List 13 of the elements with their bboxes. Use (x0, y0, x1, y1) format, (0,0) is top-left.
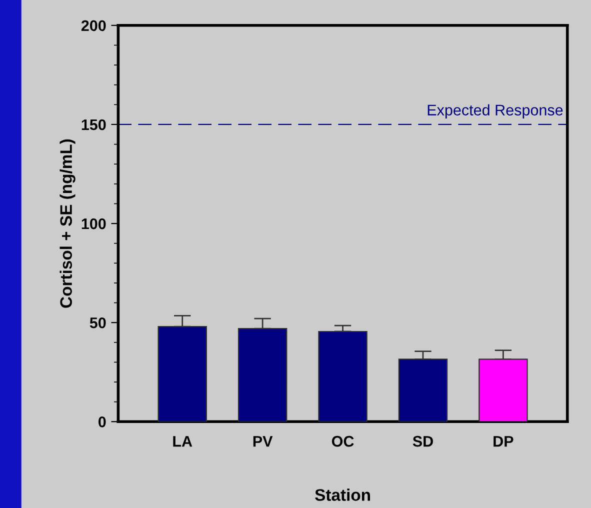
y-tick-label: 150 (82, 119, 106, 130)
x-tick-label: PV (253, 436, 273, 447)
x-tick-label: DP (494, 436, 514, 447)
x-tick-label: OC (332, 436, 354, 447)
ref-line-label: Expected Response (428, 104, 563, 119)
y-tick-label: 200 (81, 20, 106, 32)
y-axis-title: Cortisol + SE (ng/mL) (60, 139, 76, 308)
y-tick-label: 50 (90, 317, 106, 328)
y-tick-label: 100 (82, 218, 106, 230)
y-tick-label: 0 (98, 416, 106, 428)
x-tick-label: SD (412, 436, 433, 447)
x-axis-title: Station (315, 488, 370, 501)
x-tick-label: LA (173, 436, 192, 447)
